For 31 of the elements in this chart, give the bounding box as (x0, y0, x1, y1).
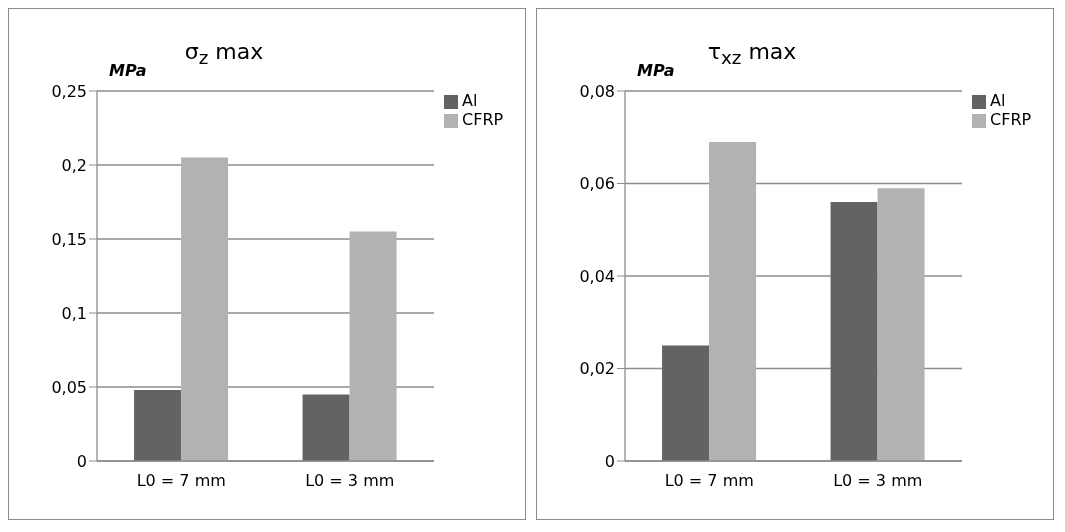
bar (134, 389, 182, 461)
legend-label: CFRP (462, 110, 504, 129)
y-tick-label: 0,05 (51, 377, 87, 397)
legend-label: CFRP (990, 110, 1032, 129)
legend-label: Al (990, 91, 1006, 110)
y-tick-label: 0 (604, 451, 615, 471)
x-tick-label: L0 = 7 mm (136, 471, 226, 491)
chart-title: τ$_{xz}$ max (707, 39, 797, 69)
bar (877, 188, 925, 461)
y-tick-label: 0,25 (51, 81, 87, 101)
y-tick-label: 0,02 (579, 359, 615, 379)
chart-title: σ$_{z}$ max (184, 39, 264, 69)
y-tick-label: 0,08 (579, 81, 615, 101)
x-tick-label: L0 = 7 mm (664, 471, 754, 491)
y-tick-label: 0,1 (61, 303, 87, 323)
x-tick-label: L0 = 3 mm (833, 471, 923, 491)
y-axis-title: MPa (637, 61, 675, 80)
y-tick-label: 0,15 (51, 229, 87, 249)
bar (830, 202, 878, 461)
y-tick-label: 0,04 (579, 266, 615, 286)
x-tick-label: L0 = 3 mm (305, 471, 395, 491)
y-tick-label: 0,06 (579, 174, 615, 194)
bar (662, 345, 710, 461)
y-tick-label: 0,2 (61, 155, 87, 175)
bar (181, 157, 229, 461)
y-tick-label: 0 (76, 451, 87, 471)
y-axis-title: MPa (109, 61, 147, 80)
bar (709, 141, 757, 461)
bar (302, 394, 350, 461)
bar (349, 231, 397, 461)
legend-label: Al (462, 91, 478, 110)
